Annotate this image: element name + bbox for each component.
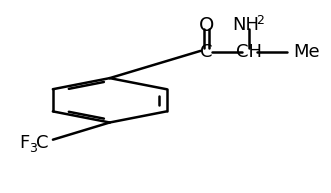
Text: C: C — [35, 134, 48, 152]
Text: C: C — [200, 43, 213, 61]
Text: 2: 2 — [256, 14, 263, 27]
Text: Me: Me — [294, 43, 320, 61]
Text: CH: CH — [236, 43, 262, 61]
Text: F: F — [19, 134, 29, 152]
Text: O: O — [199, 16, 214, 35]
Text: 3: 3 — [29, 142, 37, 155]
Text: NH: NH — [232, 16, 259, 34]
